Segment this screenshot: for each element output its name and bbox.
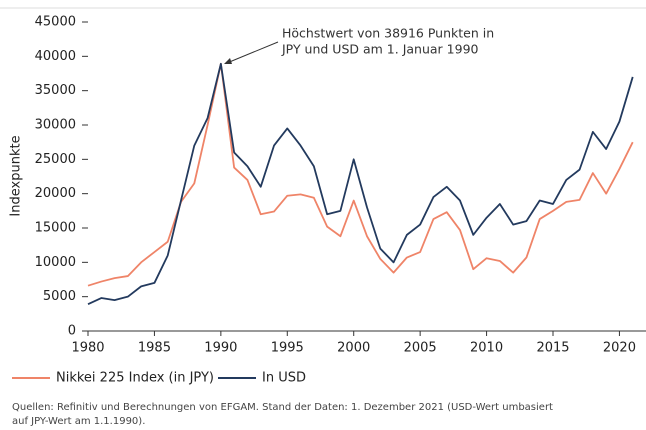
y-tick-label: 40000 — [35, 49, 76, 64]
legend-label: In USD — [262, 371, 306, 386]
x-tick-label: 2020 — [603, 341, 636, 356]
y-tick-label: 25000 — [35, 152, 76, 167]
x-tick-label: 2015 — [536, 341, 569, 356]
y-axis-label: Indexpunkte — [9, 135, 24, 216]
y-tick-label: 15000 — [35, 221, 76, 236]
x-tick-label: 2010 — [470, 341, 503, 356]
annotation: JPY und USD am 1. Januar 1990 — [281, 42, 479, 57]
x-tick-label: 1990 — [204, 341, 237, 356]
x-tick-label: 1980 — [71, 341, 104, 356]
y-tick-label: 0 — [68, 324, 76, 339]
source-note: Quellen: Refinitiv und Berechnungen von … — [12, 402, 553, 413]
arrow-head — [224, 58, 232, 64]
y-tick-label: 30000 — [35, 118, 76, 133]
data-line — [87, 62, 634, 287]
y-tick-label: 35000 — [35, 83, 76, 98]
legend-label: Nikkei 225 Index (in JPY) — [56, 371, 214, 386]
y-tick-label: 5000 — [43, 289, 76, 304]
annotation-arrow — [226, 41, 279, 64]
data-line — [87, 62, 634, 306]
y-tick-label: 10000 — [35, 255, 76, 270]
source-note: auf JPY-Wert am 1.1.1990). — [12, 416, 145, 427]
y-tick-label: 20000 — [35, 186, 76, 201]
annotation: Höchstwert von 38916 Punkten in — [282, 26, 494, 41]
x-tick-label: 1985 — [138, 341, 171, 356]
x-tick-label: 1995 — [271, 341, 304, 356]
x-tick-label: 2000 — [337, 341, 370, 356]
x-tick-label: 2005 — [404, 341, 437, 356]
y-tick-label: 45000 — [35, 15, 76, 30]
